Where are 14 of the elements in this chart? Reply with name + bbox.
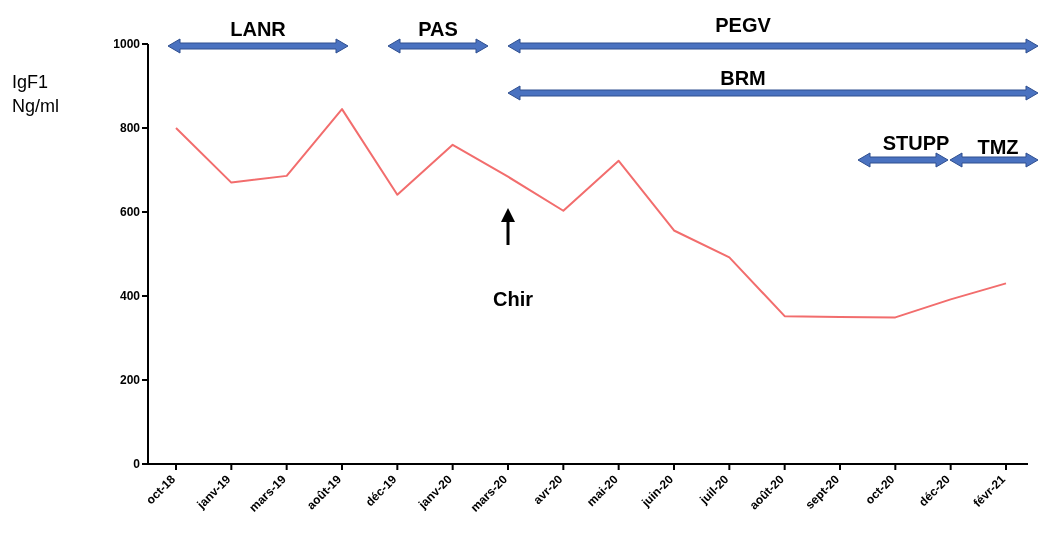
annotation: TMZ xyxy=(977,136,1019,158)
y-tick-label: 400 xyxy=(119,289,141,304)
y-axis-title: IgF1 Ng/ml xyxy=(12,71,60,118)
text: PEGV xyxy=(715,14,772,36)
y-tick-label: 600 xyxy=(119,205,141,220)
annotation: Chir xyxy=(493,288,534,310)
y-tick-label: 1000 xyxy=(113,37,141,52)
annotation: STUPP xyxy=(882,132,950,154)
y-tick-label: 0 xyxy=(133,457,141,472)
y-tick-label: 800 xyxy=(119,121,141,136)
text: PAS xyxy=(418,18,458,40)
y-tick-label: 200 xyxy=(119,373,141,388)
annotation: BRM xyxy=(720,67,766,89)
text: LANR xyxy=(230,18,287,40)
